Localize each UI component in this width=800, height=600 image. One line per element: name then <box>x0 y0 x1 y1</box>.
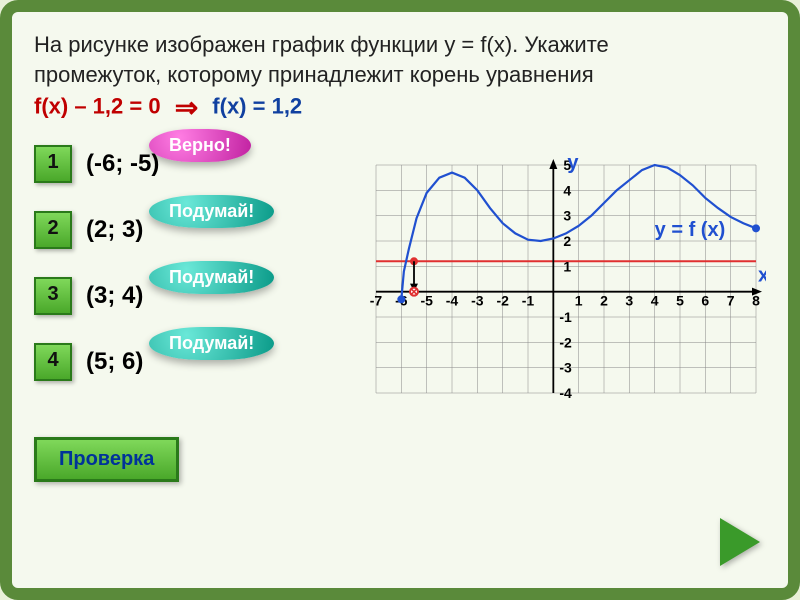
svg-text:-5: -5 <box>420 293 433 309</box>
answer-number-button[interactable]: 2 <box>34 211 72 249</box>
equation-left: f(x) – 1,2 = 0 <box>34 94 161 119</box>
answer-interval: (5; 6) <box>86 348 143 376</box>
svg-text:-3: -3 <box>471 293 484 309</box>
next-arrow[interactable] <box>720 518 760 566</box>
svg-text:4: 4 <box>651 293 659 309</box>
svg-text:2: 2 <box>563 233 571 249</box>
svg-text:5: 5 <box>676 293 684 309</box>
answer-number-button[interactable]: 4 <box>34 343 72 381</box>
question-line2: промежуток, которому принадлежит корень … <box>34 62 594 87</box>
svg-text:7: 7 <box>727 293 735 309</box>
svg-text:х: х <box>758 265 766 287</box>
svg-text:-4: -4 <box>446 293 459 309</box>
svg-text:у: у <box>567 152 579 174</box>
answer-number-button[interactable]: 1 <box>34 145 72 183</box>
svg-text:3: 3 <box>625 293 633 309</box>
question-line1: На рисунке изображен график функции y = … <box>34 32 609 57</box>
svg-text:1: 1 <box>575 293 583 309</box>
svg-text:3: 3 <box>563 208 571 224</box>
feedback-bubble: Верно! <box>149 129 251 162</box>
feedback-bubble: Подумай! <box>149 261 274 294</box>
svg-text:1: 1 <box>563 259 571 275</box>
feedback-bubble: Подумай! <box>149 195 274 228</box>
question-text: На рисунке изображен график функции y = … <box>34 30 766 127</box>
svg-text:-2: -2 <box>559 335 572 351</box>
answer-interval: (2; 3) <box>86 216 143 244</box>
slide-frame: На рисунке изображен график функции y = … <box>0 0 800 600</box>
svg-text:6: 6 <box>701 293 709 309</box>
svg-text:-7: -7 <box>370 293 383 309</box>
content-row: 1(-6; -5)Верно!2(2; 3)Подумай!3(3; 4)Под… <box>34 145 766 482</box>
feedback-bubble: Подумай! <box>149 327 274 360</box>
answer-row: 3(3; 4)Подумай! <box>34 277 366 315</box>
answer-interval: (-6; -5) <box>86 150 159 178</box>
answer-row: 4(5; 6)Подумай! <box>34 343 366 381</box>
equation-right: f(x) = 1,2 <box>212 94 302 119</box>
graph-area: -7-6-5-4-3-2-11234567812345-1-2-3-4хуy =… <box>366 145 766 482</box>
check-button[interactable]: Проверка <box>34 437 179 482</box>
answer-column: 1(-6; -5)Верно!2(2; 3)Подумай!3(3; 4)Под… <box>34 145 366 482</box>
answer-number-button[interactable]: 3 <box>34 277 72 315</box>
svg-text:-1: -1 <box>522 293 535 309</box>
answer-interval: (3; 4) <box>86 282 143 310</box>
svg-text:-3: -3 <box>559 360 572 376</box>
svg-text:-4: -4 <box>559 385 572 401</box>
svg-text:-2: -2 <box>496 293 509 309</box>
graph-svg: -7-6-5-4-3-2-11234567812345-1-2-3-4хуy =… <box>366 145 766 445</box>
answer-row: 2(2; 3)Подумай! <box>34 211 366 249</box>
implies-arrow: ⇒ <box>175 89 198 127</box>
svg-text:4: 4 <box>563 183 571 199</box>
svg-text:2: 2 <box>600 293 608 309</box>
svg-text:-1: -1 <box>559 309 572 325</box>
svg-text:y = f (x): y = f (x) <box>655 219 726 241</box>
svg-text:8: 8 <box>752 293 760 309</box>
answer-row: 1(-6; -5)Верно! <box>34 145 366 183</box>
